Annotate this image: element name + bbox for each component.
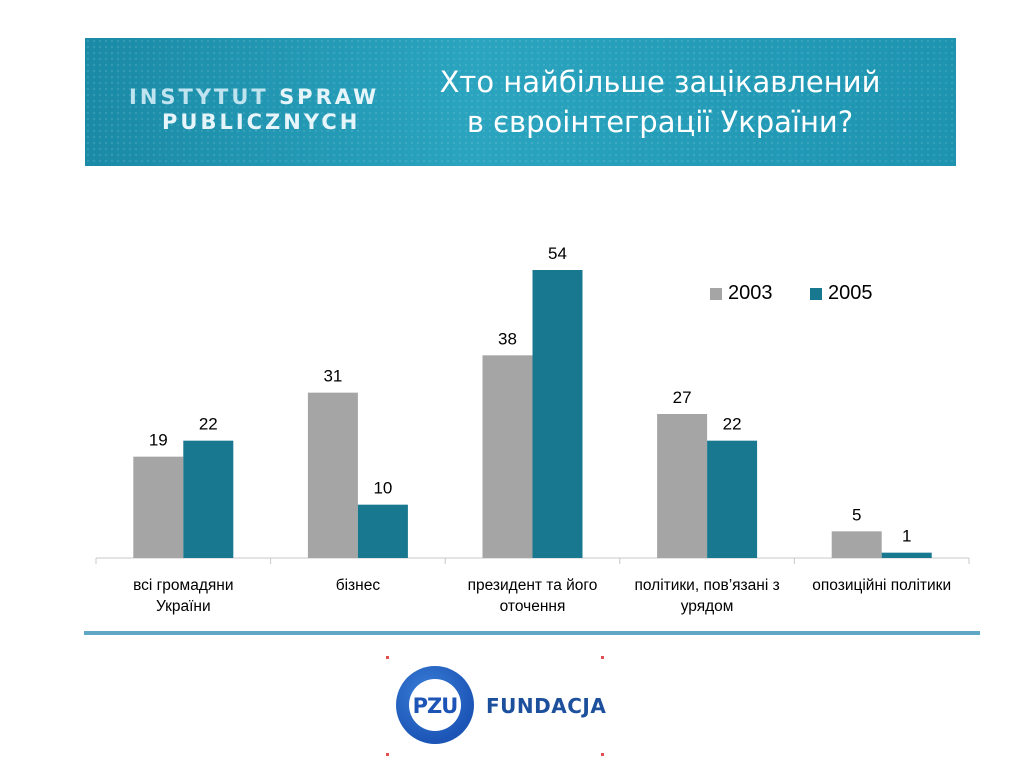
bar-2003 bbox=[657, 414, 708, 558]
legend-label: 2003 bbox=[728, 282, 773, 304]
data-label: 38 bbox=[498, 329, 517, 348]
bar-2003 bbox=[133, 456, 184, 558]
divider-line bbox=[84, 631, 980, 635]
data-label: 27 bbox=[673, 388, 692, 407]
bar-chart: 19 22 всі громадяни України 31 10 бізнес 38 54 пр… bbox=[95, 244, 970, 615]
x-tick-label: політики, пов’язані з bbox=[634, 577, 779, 594]
legend-label: 2005 bbox=[828, 282, 873, 304]
data-label: 19 bbox=[149, 431, 168, 450]
data-label: 22 bbox=[723, 415, 742, 434]
x-tick-label: бізнес bbox=[336, 577, 381, 594]
logo-word-instytut: INSTYTUT bbox=[129, 85, 269, 109]
slide-title-line1: Хто найбільше зацікавлений bbox=[439, 65, 881, 99]
x-tick-label: всі громадяни bbox=[133, 577, 233, 594]
crop-mark bbox=[386, 753, 389, 756]
data-label: 10 bbox=[373, 479, 392, 498]
data-label: 31 bbox=[323, 367, 342, 386]
data-label: 5 bbox=[852, 505, 861, 524]
bar-2005 bbox=[183, 440, 234, 558]
instytut-spraw-publicznych-logo: INSTYTUT SPRAW PUBLICZNYCH bbox=[129, 85, 379, 135]
fundacja-label: FUNDACJA bbox=[486, 694, 607, 718]
bar-2005 bbox=[357, 504, 408, 558]
slide-title: Хто найбільше зацікавлений в євроінтегра… bbox=[400, 62, 920, 142]
x-tick-label: урядом bbox=[681, 598, 734, 615]
x-tick-label: президент та його bbox=[468, 577, 598, 594]
pzu-fundacja-logo: PZU FUNDACJA bbox=[386, 656, 607, 756]
data-label: 1 bbox=[902, 527, 911, 546]
pzu-emblem: PZU bbox=[396, 666, 474, 744]
data-label: 54 bbox=[548, 244, 567, 263]
bar-2005 bbox=[532, 270, 583, 558]
legend-swatch-2005 bbox=[810, 288, 822, 300]
data-label: 22 bbox=[199, 415, 218, 434]
x-tick-label: оточення bbox=[500, 598, 566, 615]
crop-mark bbox=[601, 656, 604, 659]
logo-word-spraw: SPRAW bbox=[279, 85, 380, 109]
bar-2005 bbox=[881, 552, 932, 558]
x-tick-label: України bbox=[156, 598, 211, 615]
bar-2003 bbox=[831, 531, 882, 558]
legend-swatch-2003 bbox=[710, 288, 722, 300]
title-banner: INSTYTUT SPRAW PUBLICZNYCH Хто найбільше… bbox=[85, 38, 956, 166]
crop-mark bbox=[386, 656, 389, 659]
bar-2003 bbox=[307, 392, 358, 558]
banner-dot-pattern bbox=[85, 38, 956, 166]
slide-title-line2: в євроінтеграції України? bbox=[466, 105, 854, 139]
pzu-logo-text: PZU bbox=[412, 694, 459, 718]
x-tick-label: опозиційні політики bbox=[812, 577, 951, 594]
logo-word-publicznych: PUBLICZNYCH bbox=[162, 110, 361, 134]
bar-2003 bbox=[482, 355, 533, 558]
crop-mark bbox=[601, 753, 604, 756]
bar-2005 bbox=[707, 440, 758, 558]
